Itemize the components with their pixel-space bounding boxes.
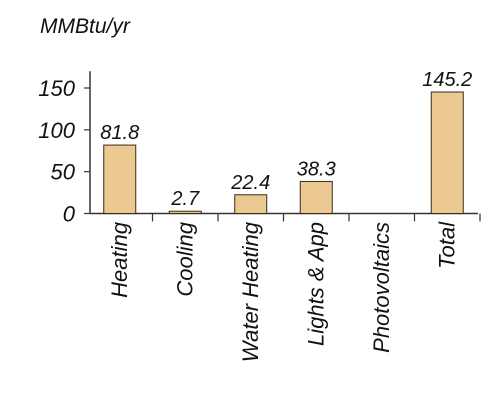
value-label: 38.3 (297, 158, 336, 180)
value-label: 22.4 (230, 172, 270, 194)
bar (168, 210, 202, 214)
bar (103, 144, 137, 214)
bar (299, 180, 333, 215)
axes (84, 71, 481, 222)
y-tick-label: 100 (38, 118, 75, 143)
bars (103, 91, 464, 215)
bar (430, 91, 464, 214)
y-tick-label: 50 (51, 160, 76, 185)
x-tick-labels: Heating Cooling Water Heating Lights & App P… (107, 221, 460, 362)
x-tick-label: Total (434, 221, 459, 269)
value-label: 145.2 (422, 69, 472, 91)
y-tick-label: 0 (63, 202, 76, 227)
x-tick-label: Cooling (172, 221, 197, 296)
x-tick-label: Heating (107, 221, 132, 298)
value-labels: 81.8 2.7 22.4 38.3 145.2 (100, 69, 472, 210)
y-axis-label: MMBtu/yr (40, 15, 131, 38)
value-label: 2.7 (170, 188, 200, 210)
y-tick-label: 150 (38, 76, 75, 101)
x-tick-label: Photovoltaics (369, 222, 394, 353)
x-tick-label: Lights & App (303, 222, 328, 346)
y-tick-labels: 0 50 100 150 (38, 76, 75, 227)
bar (234, 194, 268, 214)
x-tick-label: Water Heating (238, 221, 263, 362)
value-label: 81.8 (100, 122, 139, 144)
